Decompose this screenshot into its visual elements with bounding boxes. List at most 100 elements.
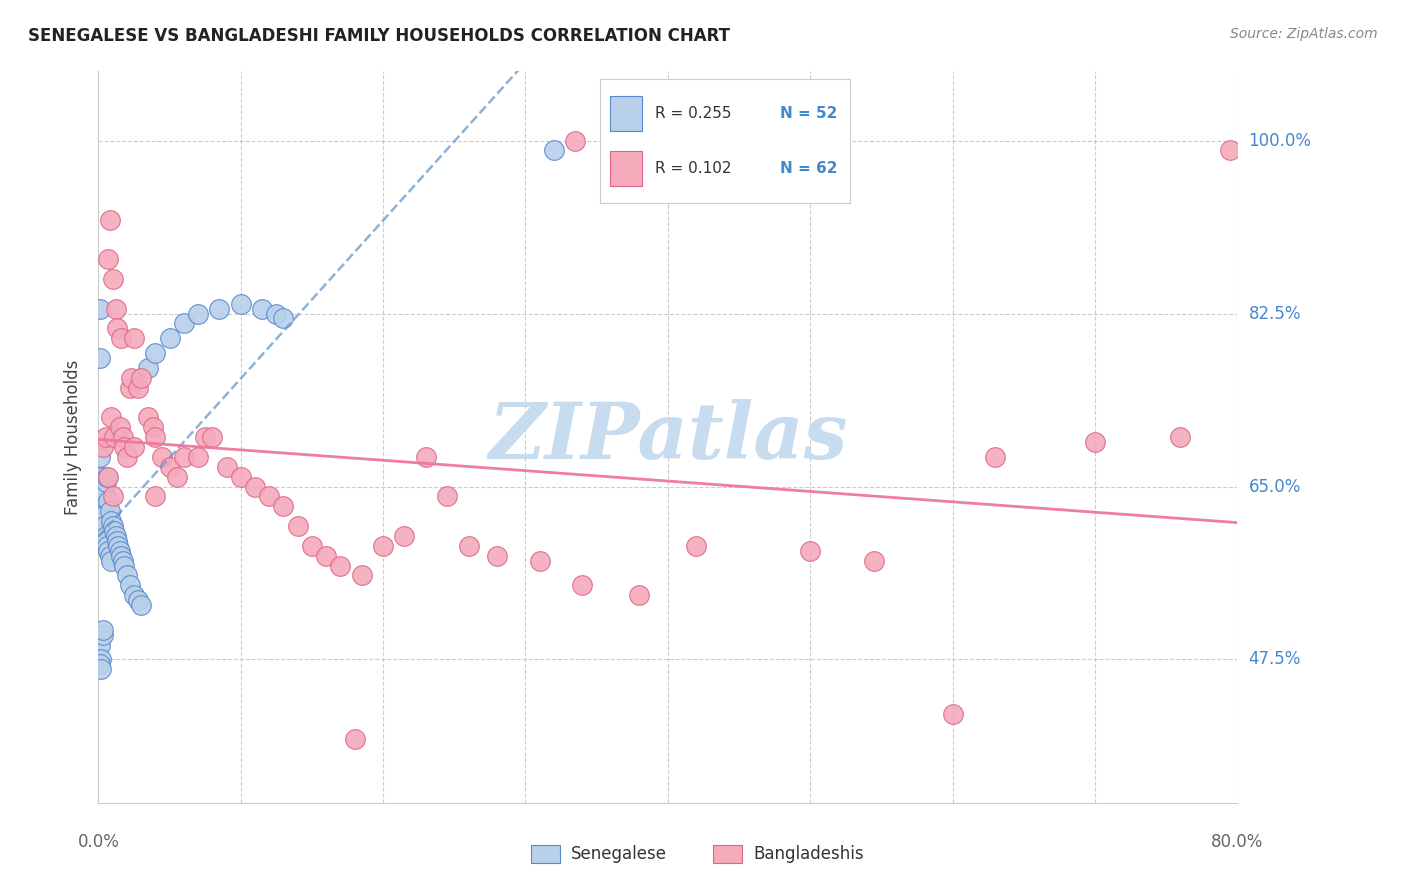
Point [799,543,821,558]
Point [91,628,114,642]
Point [91,509,114,524]
Point [194,430,217,444]
Point [315,549,337,563]
Point [173,450,195,464]
Point [101,272,124,286]
Text: 65.0%: 65.0% [1249,477,1301,495]
Text: 100.0%: 100.0% [1249,131,1312,150]
Point [98,212,121,227]
Point [103,430,125,444]
Bar [531,846,560,863]
Point [91,440,114,454]
Point [685,539,707,553]
Point [984,450,1007,464]
Point [105,533,128,548]
Point [122,440,145,454]
Point [543,144,565,158]
Point [93,484,115,499]
Point [93,519,115,533]
Point [373,539,395,553]
Point [120,371,142,385]
Point [104,301,127,316]
Text: 47.5%: 47.5% [1249,650,1301,668]
Point [129,598,152,612]
Point [141,420,163,434]
Point [101,489,124,503]
Point [145,430,167,444]
Point [1084,435,1107,450]
Point [112,440,135,454]
Point [250,301,273,316]
Point [201,430,224,444]
Point [415,450,437,464]
Point [457,539,479,553]
Point [329,558,352,573]
Text: Senegalese: Senegalese [571,845,666,863]
Point [96,539,118,553]
Point [129,371,152,385]
Point [436,489,458,503]
Point [97,494,120,508]
Point [89,469,111,483]
Text: Source: ZipAtlas.com: Source: ZipAtlas.com [1230,27,1378,41]
Point [98,549,121,563]
Point [159,331,181,345]
Text: 82.5%: 82.5% [1249,304,1301,323]
Point [243,479,266,493]
Point [942,706,965,721]
Point [108,543,131,558]
Point [97,252,120,267]
Point [145,489,167,503]
Text: Bangladeshis: Bangladeshis [754,845,863,863]
Point [91,623,114,637]
Point [287,519,309,533]
Point [97,469,120,483]
Point [118,578,141,592]
Point [208,301,231,316]
Point [1170,430,1192,444]
Point [96,469,118,483]
Point [90,489,112,503]
Point [273,500,295,514]
Point [110,549,132,563]
Point [394,529,416,543]
Bar [713,846,742,863]
Y-axis label: Family Households: Family Households [65,359,83,515]
Point [89,638,111,652]
Point [628,588,651,602]
Point [100,554,122,568]
Point [863,554,886,568]
Point [122,588,145,602]
Point [564,134,586,148]
Point [97,543,120,558]
Text: ZIPatlas: ZIPatlas [488,399,848,475]
Point [127,593,149,607]
Point [112,558,135,573]
Text: SENEGALESE VS BANGLADESHI FAMILY HOUSEHOLDS CORRELATION CHART: SENEGALESE VS BANGLADESHI FAMILY HOUSEHO… [28,27,730,45]
Point [1219,144,1241,158]
Point [94,475,117,489]
Point [229,296,252,310]
Point [266,306,288,320]
Point [145,346,167,360]
Point [115,450,138,464]
Point [90,652,112,666]
Point [107,539,129,553]
Point [100,410,122,425]
Point [111,430,134,444]
Point [259,489,281,503]
Point [98,504,121,518]
Point [89,657,111,672]
Point [159,459,181,474]
Point [166,469,188,483]
Point [90,469,112,483]
Point [94,430,117,444]
Point [173,317,195,331]
Point [127,381,149,395]
Point [89,351,111,365]
Point [110,331,132,345]
Point [94,529,117,543]
Point [122,331,145,345]
Text: 0.0%: 0.0% [77,833,120,851]
Point [350,568,373,582]
